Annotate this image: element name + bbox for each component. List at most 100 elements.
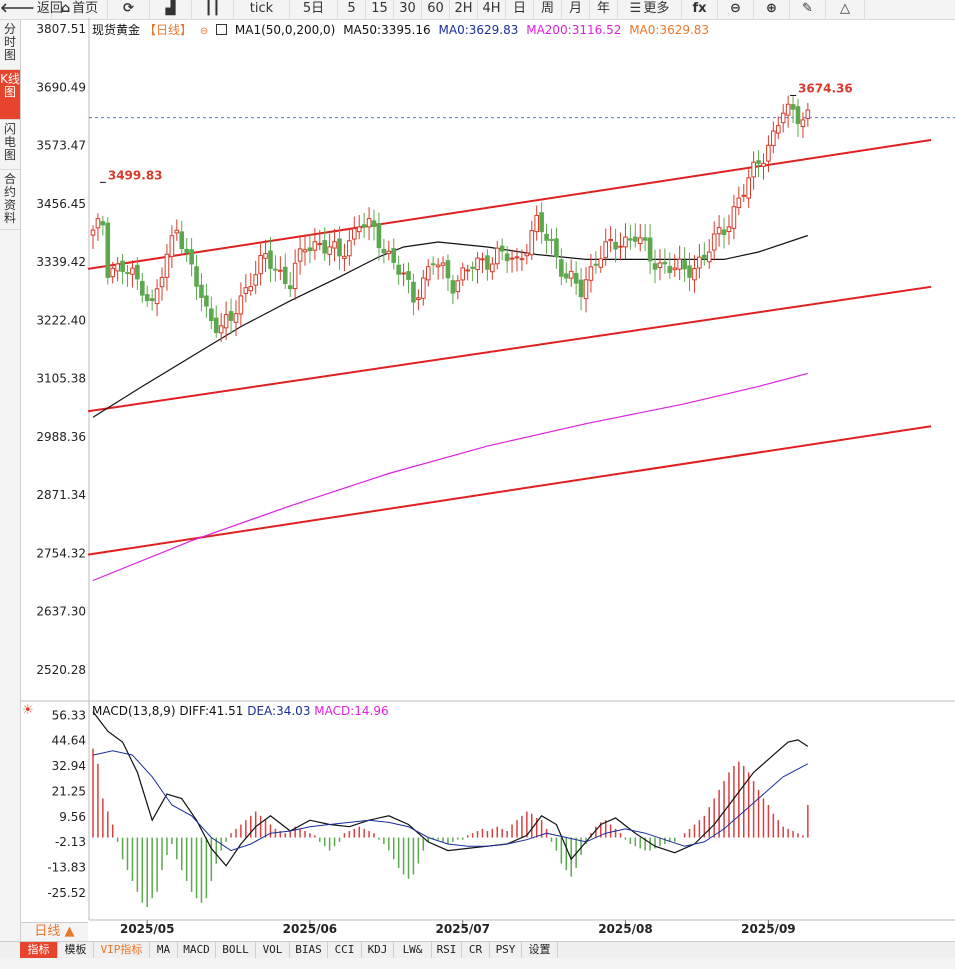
sidebar-item-2[interactable]: 闪电图 [0, 120, 20, 170]
toolbar-item-13[interactable]: 日 [506, 0, 534, 19]
toolbar-item-10[interactable]: 60 [422, 0, 450, 19]
candle-body [322, 240, 328, 254]
candle-body [672, 267, 678, 271]
price-tick-label: 2988.36 [36, 430, 86, 444]
toolbar-item-1[interactable]: ⌂ 首页 [52, 0, 108, 19]
triangle-icon: △ [840, 1, 850, 16]
toolbar-item-17[interactable]: ☰ 更多 [618, 0, 682, 19]
candle-body [445, 260, 451, 279]
toolbar-item-19[interactable]: ⊖ [718, 0, 754, 19]
sidebar-item-1[interactable]: K线图 [0, 70, 20, 120]
toolbar-item-3[interactable]: ▟ [150, 0, 192, 19]
sidebar-item-3[interactable]: 合约资料 [0, 170, 20, 230]
candle-body [396, 264, 401, 275]
function-icon: fx [692, 1, 707, 16]
toolbar-item-9[interactable]: 30 [394, 0, 422, 19]
toolbar-item-14[interactable]: 周 [534, 0, 562, 19]
toolbar-item-21[interactable]: ✎ [790, 0, 826, 19]
toolbar-item-11[interactable]: 2H [450, 0, 478, 19]
candle-body [248, 286, 254, 292]
indicator-tab-6[interactable]: VOL [256, 942, 290, 958]
candlestick-icon: ┃┃ [204, 1, 221, 16]
toolbar-item-7[interactable]: 5 [338, 0, 366, 19]
ma-line-ma200 [92, 372, 808, 582]
indicator-tab-8[interactable]: CCI [328, 942, 362, 958]
candle-body [790, 104, 796, 110]
macd-name[interactable]: MACD(13,8,9) [92, 704, 176, 718]
candle-body [692, 267, 697, 281]
legend-toggle-icon[interactable] [216, 24, 228, 35]
indicator-tab-13[interactable]: PSY [490, 942, 522, 958]
toolbar-item-5[interactable]: tick [234, 0, 290, 19]
candle-body [209, 308, 214, 322]
toolbar-item-0[interactable]: 🡐 返回 [0, 0, 63, 19]
indicator-tab-5[interactable]: BOLL [216, 942, 256, 958]
toolbar-item-6[interactable]: 5日 [290, 0, 338, 19]
indicator-tab-10[interactable]: LW& [394, 942, 432, 958]
toolbar-item-20[interactable]: ⊕ [754, 0, 790, 19]
toolbar-item-2[interactable]: ⟳ [108, 0, 150, 19]
indicator-tab-12[interactable]: CR [462, 942, 490, 958]
candle-body [332, 241, 337, 249]
toolbar-item-8[interactable]: 15 [366, 0, 394, 19]
indicator-tab-2[interactable]: VIP指标 [94, 942, 150, 958]
candle-body [154, 288, 160, 305]
price-tick-label: 3456.45 [36, 197, 86, 211]
candle-body [164, 253, 170, 278]
candle-body [238, 295, 244, 315]
macd-diff-value: DIFF:41.51 [179, 704, 244, 718]
macd-legend: MACD(13,8,9) DIFF:41.51 DEA:34.03 MACD:1… [92, 704, 389, 718]
candle-body [480, 258, 485, 261]
legend-ma1-params[interactable]: MA1(50,0,200,0) [234, 23, 336, 37]
sidebar-item-0[interactable]: 分时图 [0, 20, 20, 70]
toolbar-item-label: 15 [371, 1, 388, 16]
candle-body [736, 197, 742, 209]
toolbar-item-12[interactable]: 4H [478, 0, 506, 19]
macd-tick-label: 56.33 [52, 708, 86, 722]
indicator-tab-1[interactable]: 模板 [58, 942, 94, 958]
candle-body [184, 248, 189, 253]
candle-body [628, 238, 633, 241]
candle-body [756, 160, 761, 164]
period-selector-button[interactable]: 日线 ▲ [21, 922, 88, 941]
indicator-tab-0[interactable]: 指标 [20, 942, 58, 958]
candle-body [731, 206, 737, 229]
macd-tick-label: -25.52 [47, 886, 86, 900]
candle-body [687, 265, 692, 278]
toolbar-item-4[interactable]: ┃┃ [192, 0, 234, 19]
indicator-tab-7[interactable]: BIAS [290, 942, 328, 958]
candle-body [529, 230, 535, 256]
candle-body [144, 294, 150, 302]
candle-body [401, 272, 406, 275]
toolbar-item-18[interactable]: fx [682, 0, 718, 19]
macd-settings-icon[interactable]: ☀ [22, 703, 34, 718]
candle-body [371, 220, 377, 227]
indicator-tab-3[interactable]: MA [150, 942, 178, 958]
legend-settings-icon[interactable]: ⊖ [199, 26, 209, 37]
candle-body [253, 274, 258, 286]
indicator-tab-4[interactable]: MACD [178, 942, 216, 958]
candle-body [499, 245, 505, 252]
back-arrow-icon: 🡐 [0, 1, 35, 16]
candle-body [130, 267, 135, 275]
indicator-tab-9[interactable]: KDJ [362, 942, 394, 958]
candle-body [110, 267, 116, 278]
candle-body [135, 264, 140, 280]
price-legend: 现货黄金 【日线】 ⊖ MA1(50,0,200,0) MA50:3395.16 … [92, 21, 713, 38]
candle-body [751, 161, 756, 178]
candle-body [90, 229, 96, 236]
toolbar-item-15[interactable]: 月 [562, 0, 590, 19]
candle-body [613, 241, 618, 250]
candle-body [386, 250, 392, 255]
candle-body [746, 177, 751, 199]
macd-tick-label: 44.64 [52, 734, 86, 748]
toolbar-item-22[interactable]: △ [826, 0, 865, 19]
candle-body [174, 229, 180, 234]
indicator-tab-11[interactable]: RSI [432, 942, 462, 958]
candle-body [805, 109, 811, 119]
toolbar-item-label: tick [249, 1, 274, 16]
toolbar-item-16[interactable]: 年 [590, 0, 618, 19]
chart-canvas[interactable]: 3807.51 3690.49 3573.47 3456.45 3339.42 3222.… [0, 0, 955, 941]
candle-body [233, 313, 239, 323]
indicator-tab-14[interactable]: 设置 [522, 942, 558, 958]
